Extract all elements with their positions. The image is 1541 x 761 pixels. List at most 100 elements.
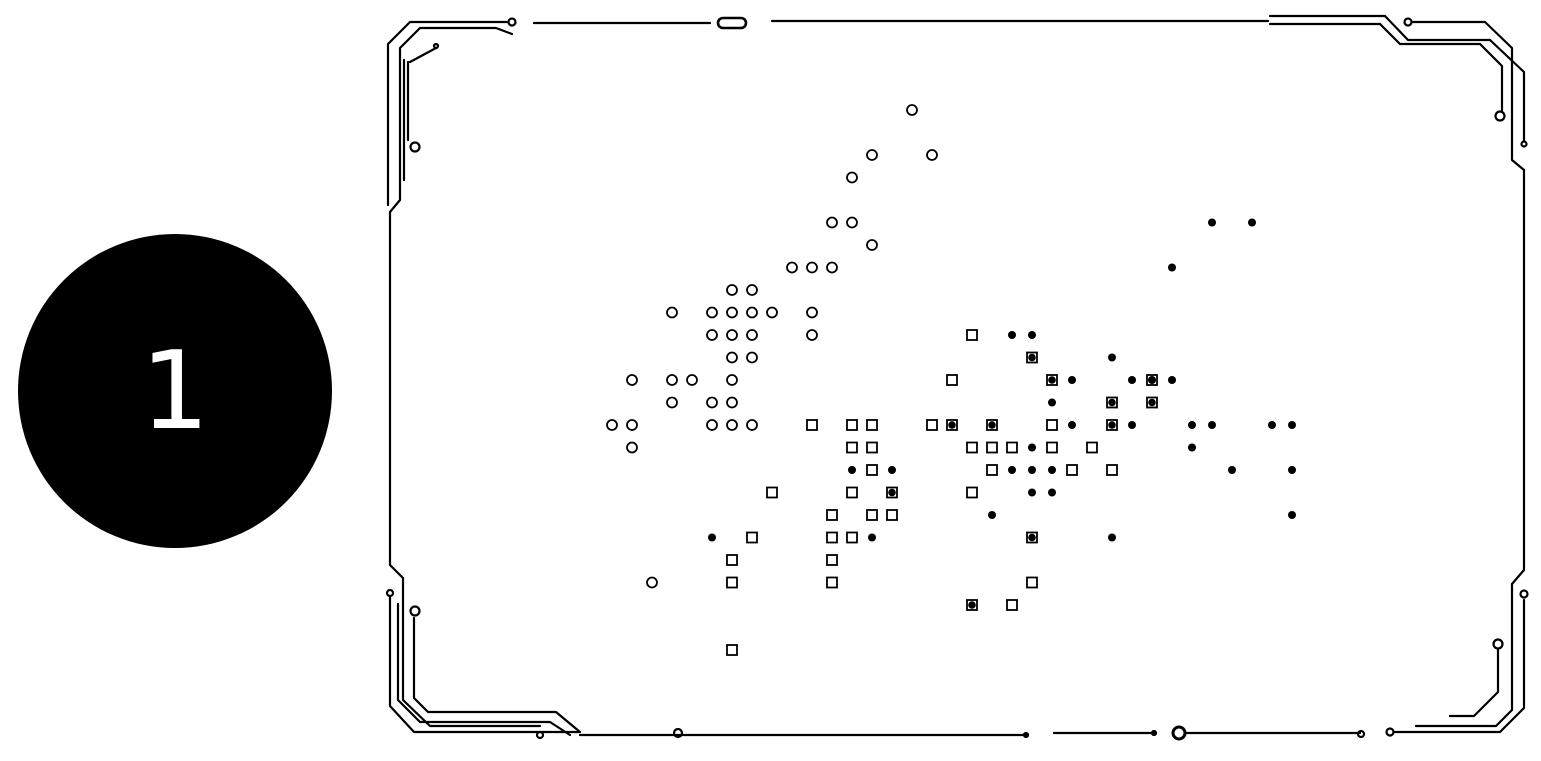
frame-corner-bottom-right-inner — [1448, 648, 1500, 718]
open-square-point — [846, 486, 858, 499]
filled-square-point — [1106, 419, 1118, 431]
frame-pad — [1171, 725, 1187, 741]
open-circle-point — [866, 239, 878, 251]
open-square-point — [966, 329, 978, 341]
open-circle-point — [706, 329, 718, 341]
filled-circle-point — [1068, 421, 1076, 429]
open-circle-point — [706, 396, 718, 409]
filled-circle-point — [1028, 331, 1036, 339]
filled-circle-point — [1048, 398, 1056, 407]
frame-via — [1356, 729, 1366, 739]
open-circle-point — [646, 576, 658, 589]
frame-corner-bottom-left — [401, 576, 542, 728]
frame-corner-bottom-right — [1392, 598, 1526, 734]
frame-top-pad — [716, 16, 748, 30]
open-square-point — [866, 441, 878, 454]
open-square-point — [866, 509, 878, 521]
open-circle-point — [606, 419, 618, 431]
filled-circle-point — [1268, 421, 1276, 429]
open-square-point — [1046, 419, 1058, 431]
open-square-point — [826, 531, 838, 544]
open-circle-point — [826, 216, 838, 229]
filled-circle-point — [1288, 466, 1296, 474]
open-circle-point — [746, 284, 758, 296]
filled-circle-point — [1228, 466, 1236, 474]
filled-circle-point — [1028, 466, 1036, 474]
open-circle-point — [726, 284, 738, 296]
frame-corner-top-right — [1383, 14, 1526, 142]
frame-corner-bottom-right-inner-2 — [1414, 582, 1514, 728]
filled-circle-point — [1168, 376, 1176, 384]
open-square-point — [826, 509, 838, 521]
open-circle-point — [906, 104, 918, 116]
open-square-point — [766, 486, 778, 499]
frame-via — [1520, 140, 1528, 148]
filled-circle-point — [868, 533, 876, 542]
open-circle-point — [806, 329, 818, 341]
filled-circle-point — [888, 466, 896, 474]
frame-top-right-pad — [1268, 14, 1387, 26]
open-square-point — [926, 419, 938, 431]
open-circle-point — [726, 396, 738, 409]
filled-circle-point — [708, 533, 716, 542]
open-square-point — [1066, 464, 1078, 476]
frame-left-edge — [388, 210, 405, 580]
frame-via — [385, 588, 395, 598]
filled-circle-point — [1208, 218, 1216, 227]
filled-circle-point — [1148, 376, 1156, 384]
filled-circle-point — [1028, 488, 1036, 497]
open-circle-point — [626, 374, 638, 386]
frame-via — [409, 141, 421, 153]
open-square-point — [1006, 441, 1018, 454]
open-circle-point — [626, 419, 638, 431]
open-circle-point — [726, 306, 738, 319]
frame-right-edge — [1510, 168, 1526, 586]
open-square-point — [726, 644, 738, 656]
frame-via — [535, 730, 545, 740]
filled-circle-point — [1108, 353, 1116, 362]
open-square-point — [986, 464, 998, 476]
open-circle-point — [706, 419, 718, 431]
filled-circle-point — [1188, 421, 1196, 429]
open-square-point — [1086, 441, 1098, 454]
open-circle-point — [766, 306, 778, 319]
open-square-point — [1046, 441, 1058, 454]
open-circle-point — [866, 149, 878, 161]
open-square-point — [846, 441, 858, 454]
open-square-point — [726, 554, 738, 566]
open-circle-point — [826, 261, 838, 274]
open-square-point — [826, 576, 838, 589]
open-square-point — [746, 531, 758, 544]
filled-circle-point — [1108, 533, 1116, 542]
open-square-point — [1006, 599, 1018, 611]
open-circle-point — [846, 216, 858, 229]
plot-area — [606, 104, 1296, 656]
frame-corner-bottom-left-inner — [388, 594, 582, 734]
filled-square-point — [986, 419, 998, 431]
frame-corner-top-left — [386, 20, 510, 207]
open-square-point — [826, 554, 838, 566]
filled-square-point — [1106, 396, 1118, 409]
open-square-point — [866, 419, 878, 431]
open-square-point — [726, 576, 738, 589]
open-circle-point — [706, 306, 718, 319]
filled-circle-point — [1128, 376, 1136, 384]
frame-via — [1492, 638, 1504, 650]
open-square-point — [846, 531, 858, 544]
frame-via — [507, 17, 517, 27]
filled-circle-point — [1048, 466, 1056, 474]
open-circle-point — [666, 374, 678, 386]
filled-square-point — [886, 486, 898, 499]
frame-corner-top-left-inner-2 — [402, 46, 438, 182]
open-circle-point — [806, 306, 818, 319]
filled-circle-point — [1128, 421, 1136, 429]
open-circle-point — [726, 419, 738, 431]
badge-number: 1 — [140, 328, 210, 454]
frame-corner-bottom-left-inner-2 — [396, 602, 572, 737]
circuit-frame — [385, 14, 1529, 741]
filled-circle-point — [1288, 511, 1296, 519]
filled-circle-point — [1068, 376, 1076, 384]
frame-via — [1519, 589, 1529, 599]
frame-via — [672, 727, 684, 739]
filled-circle-point — [1048, 488, 1056, 497]
